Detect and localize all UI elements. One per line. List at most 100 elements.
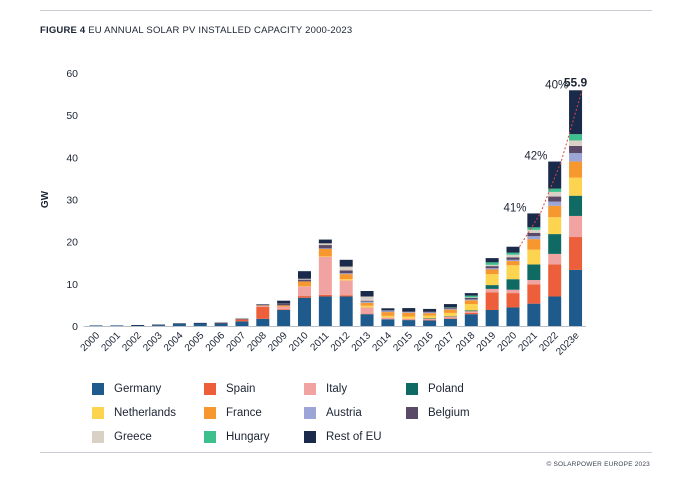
- bar-segment-rest-of-eu: [381, 308, 395, 311]
- bar-stack-2019: [485, 258, 499, 326]
- bar-segment-spain: [443, 318, 457, 319]
- bar-segment-germany: [89, 325, 103, 326]
- bar-segment-poland: [485, 285, 499, 289]
- bar-segment-netherlands: [339, 279, 353, 281]
- bar-segment-netherlands: [464, 304, 478, 311]
- bar-segment-france: [527, 239, 541, 250]
- bar-segment-netherlands: [527, 249, 541, 265]
- bottom-rule: [40, 452, 652, 453]
- bar-segment-rest-of-eu: [569, 90, 583, 135]
- bar-segment-italy: [277, 306, 291, 310]
- legend-label: Netherlands: [114, 407, 177, 419]
- x-tick-label: 2023e: [554, 330, 582, 358]
- bar-segment-spain: [464, 312, 478, 315]
- bar-segment-belgium: [485, 266, 499, 269]
- bar-segment-belgium: [298, 279, 311, 282]
- bar-segment-poland: [464, 310, 478, 312]
- bar-segment-belgium: [527, 232, 541, 237]
- bar-segment-austria: [485, 268, 499, 270]
- y-tick-label: 30: [66, 195, 78, 207]
- x-tick-label: 2002: [120, 330, 144, 354]
- bar-segment-france: [548, 205, 562, 218]
- legend-label: Rest of EU: [326, 431, 382, 443]
- bar-segment-germany: [277, 309, 291, 326]
- bar-segment-austria: [527, 236, 541, 240]
- x-tick-label: 2007: [225, 330, 249, 354]
- bar-segment-rest-of-eu: [548, 161, 562, 189]
- bar-segment-netherlands: [506, 265, 520, 280]
- bar-segment-germany: [464, 314, 478, 326]
- bar-segment-italy: [569, 215, 583, 238]
- bar-segment-belgium: [464, 297, 478, 300]
- bar-segment-greece: [318, 243, 332, 246]
- x-tick-label: 2008: [245, 330, 269, 354]
- bar-segment-germany: [360, 314, 374, 326]
- bar-segment-netherlands: [381, 315, 395, 318]
- x-tick-label: 2020: [496, 330, 520, 354]
- bar-segment-italy: [548, 253, 562, 265]
- bar-segment-france: [339, 274, 353, 280]
- bar-stack-2003: [152, 324, 166, 326]
- bar-segment-italy: [298, 286, 311, 297]
- bar-segment-spain: [235, 319, 249, 322]
- legend-item-france: France: [204, 407, 262, 419]
- bar-segment-rest-of-eu: [172, 323, 186, 324]
- bar-segment-belgium: [277, 303, 291, 306]
- legend-label: Hungary: [226, 431, 270, 443]
- bar-stack-2008: [256, 304, 270, 326]
- bar-segment-italy: [485, 288, 499, 293]
- y-tick-label: 10: [66, 279, 78, 291]
- bar-segment-italy: [256, 305, 270, 308]
- growth-annotations: 41% 42% 40%55.9: [503, 75, 588, 247]
- bar-segment-austria: [318, 248, 332, 249]
- x-tick-label: 2016: [412, 330, 436, 354]
- bar-segment-netherlands: [360, 305, 374, 308]
- legend-swatch: [204, 383, 216, 395]
- bar-segment-rest-of-eu: [360, 291, 374, 297]
- bar-segment-germany: [193, 323, 207, 326]
- bar-segment-spain: [360, 313, 374, 315]
- bar-segment-germany: [318, 296, 332, 326]
- bar-segment-netherlands: [402, 316, 416, 319]
- bar-segment-austria: [423, 312, 437, 314]
- x-tick-label: 2017: [433, 330, 457, 354]
- y-tick-label: 60: [66, 68, 78, 80]
- x-tick-label: 2010: [287, 330, 311, 354]
- legend-item-spain: Spain: [204, 383, 255, 395]
- figure-title: FIGURE 4 EU ANNUAL SOLAR PV INSTALLED CA…: [40, 25, 352, 36]
- bar-segment-france: [506, 261, 520, 266]
- bar-segment-france: [256, 305, 270, 306]
- bar-segment-france: [360, 302, 374, 306]
- bar-stack-2001: [110, 325, 124, 326]
- bar-stack-2012: [339, 259, 353, 326]
- bar-segment-belgium: [443, 307, 457, 309]
- bar-segment-greece: [548, 191, 562, 197]
- bar-stack-2006: [214, 322, 228, 326]
- x-tick-label: 2011: [308, 330, 331, 353]
- x-tick-label: 2015: [391, 330, 415, 354]
- growth-label: 40%: [545, 79, 568, 91]
- x-tick-label: 2009: [266, 330, 290, 354]
- bar-stack-2000: [89, 325, 103, 326]
- bar-segment-spain: [339, 295, 353, 297]
- bar-segment-germany: [443, 318, 457, 326]
- bar-segment-greece: [298, 278, 311, 280]
- bar-segment-rest-of-eu: [131, 324, 145, 326]
- bar-segment-austria: [569, 153, 583, 162]
- y-tick-label: 20: [66, 237, 78, 249]
- legend-label: France: [226, 407, 262, 419]
- bar-segment-rest-of-eu: [152, 324, 166, 326]
- bar-segment-greece: [527, 229, 541, 233]
- legend-item-italy: Italy: [304, 383, 347, 395]
- bar-segment-france: [298, 281, 311, 287]
- bar-segment-netherlands: [569, 177, 583, 196]
- bar-segment-hungary: [569, 134, 583, 141]
- x-tick-label: 2019: [475, 330, 499, 354]
- bar-segment-germany: [506, 307, 520, 326]
- bar-segment-austria: [360, 301, 374, 303]
- bar-segment-spain: [506, 293, 520, 308]
- bar-segment-france: [423, 313, 437, 316]
- bar-segment-spain: [277, 309, 291, 310]
- bar-segment-netherlands: [443, 312, 457, 317]
- bar-segment-france: [569, 161, 583, 178]
